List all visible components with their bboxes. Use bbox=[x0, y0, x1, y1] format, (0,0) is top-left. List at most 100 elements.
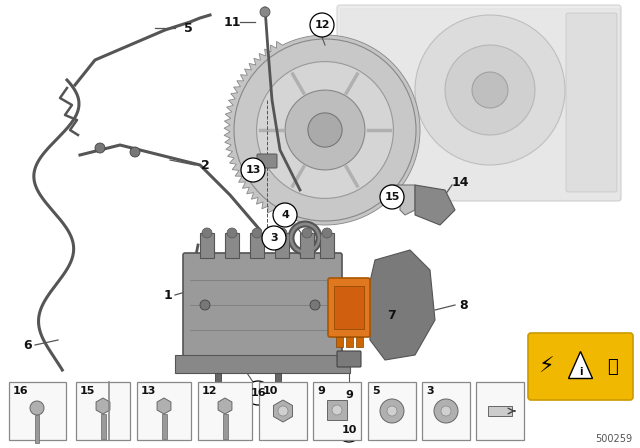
Circle shape bbox=[380, 185, 404, 209]
Circle shape bbox=[285, 90, 365, 170]
Circle shape bbox=[257, 62, 394, 198]
Text: 9: 9 bbox=[345, 390, 353, 400]
Circle shape bbox=[337, 383, 361, 407]
Bar bbox=[275, 373, 281, 403]
Text: 7: 7 bbox=[388, 309, 396, 322]
Text: 11: 11 bbox=[223, 16, 241, 29]
Circle shape bbox=[337, 418, 361, 442]
Text: 10: 10 bbox=[263, 386, 278, 396]
Circle shape bbox=[30, 401, 44, 415]
Bar bbox=[225, 233, 239, 258]
Bar bbox=[346, 337, 353, 347]
Polygon shape bbox=[390, 185, 415, 215]
Text: 13: 13 bbox=[245, 165, 260, 175]
Bar bbox=[76, 382, 130, 440]
Text: 5: 5 bbox=[372, 386, 380, 396]
Circle shape bbox=[200, 300, 210, 310]
Circle shape bbox=[241, 158, 265, 182]
Polygon shape bbox=[157, 398, 171, 414]
Polygon shape bbox=[273, 400, 292, 422]
Circle shape bbox=[252, 228, 262, 238]
Bar bbox=[198, 382, 252, 440]
Circle shape bbox=[277, 228, 287, 238]
Text: 8: 8 bbox=[460, 298, 468, 311]
Circle shape bbox=[441, 406, 451, 416]
Text: 500259: 500259 bbox=[595, 434, 632, 444]
Bar bbox=[250, 233, 264, 258]
Polygon shape bbox=[96, 398, 110, 414]
Polygon shape bbox=[568, 352, 593, 379]
FancyBboxPatch shape bbox=[566, 13, 617, 192]
Bar bbox=[9, 382, 66, 440]
Bar bbox=[275, 233, 289, 258]
Polygon shape bbox=[368, 250, 435, 360]
Text: i: i bbox=[579, 366, 582, 376]
Bar bbox=[200, 233, 214, 258]
Bar bbox=[327, 400, 347, 420]
Text: 15: 15 bbox=[384, 192, 400, 202]
Circle shape bbox=[310, 13, 334, 37]
Polygon shape bbox=[218, 398, 232, 414]
Circle shape bbox=[332, 405, 342, 415]
Text: 16: 16 bbox=[250, 388, 266, 398]
Circle shape bbox=[445, 45, 535, 135]
Circle shape bbox=[260, 7, 270, 17]
Text: 13: 13 bbox=[141, 386, 156, 396]
Text: 6: 6 bbox=[24, 339, 32, 352]
Bar bbox=[223, 414, 227, 439]
Bar bbox=[215, 373, 221, 403]
Text: 3: 3 bbox=[270, 233, 278, 243]
Bar bbox=[161, 414, 166, 439]
Bar bbox=[334, 286, 364, 329]
Text: 12: 12 bbox=[202, 386, 218, 396]
FancyBboxPatch shape bbox=[337, 351, 361, 367]
Circle shape bbox=[273, 203, 297, 227]
FancyBboxPatch shape bbox=[328, 278, 370, 337]
Circle shape bbox=[472, 72, 508, 108]
Circle shape bbox=[387, 406, 397, 416]
FancyBboxPatch shape bbox=[257, 154, 277, 168]
Polygon shape bbox=[415, 185, 455, 225]
Text: 1: 1 bbox=[164, 289, 172, 302]
Bar bbox=[488, 406, 512, 416]
Circle shape bbox=[380, 399, 404, 423]
Bar bbox=[210, 400, 226, 406]
Bar bbox=[368, 382, 416, 440]
Bar bbox=[137, 382, 191, 440]
Circle shape bbox=[434, 399, 458, 423]
Text: 12: 12 bbox=[314, 20, 330, 30]
Text: 10: 10 bbox=[341, 425, 356, 435]
FancyBboxPatch shape bbox=[337, 5, 621, 201]
Text: 2: 2 bbox=[200, 159, 209, 172]
Circle shape bbox=[262, 226, 286, 250]
Circle shape bbox=[246, 381, 270, 405]
Bar bbox=[356, 337, 363, 347]
FancyBboxPatch shape bbox=[183, 253, 342, 357]
Circle shape bbox=[202, 228, 212, 238]
Circle shape bbox=[130, 147, 140, 157]
Bar bbox=[320, 233, 334, 258]
Bar bbox=[313, 382, 361, 440]
Text: 3: 3 bbox=[426, 386, 434, 396]
Text: 16: 16 bbox=[13, 386, 29, 396]
Bar bbox=[100, 414, 106, 439]
Text: 15: 15 bbox=[80, 386, 95, 396]
Bar bbox=[422, 382, 470, 440]
FancyBboxPatch shape bbox=[528, 333, 633, 400]
Text: 4: 4 bbox=[281, 210, 289, 220]
Bar bbox=[336, 337, 343, 347]
Bar bbox=[175, 355, 350, 373]
Circle shape bbox=[308, 113, 342, 147]
Circle shape bbox=[310, 300, 320, 310]
Circle shape bbox=[302, 228, 312, 238]
Text: 5: 5 bbox=[184, 22, 193, 34]
Text: 9: 9 bbox=[317, 386, 325, 396]
Circle shape bbox=[234, 39, 416, 221]
Bar bbox=[259, 382, 307, 440]
Text: 14: 14 bbox=[451, 176, 468, 189]
Bar bbox=[300, 233, 314, 258]
Polygon shape bbox=[224, 35, 420, 225]
Bar bbox=[35, 415, 39, 443]
Text: 🧤: 🧤 bbox=[607, 358, 618, 375]
Circle shape bbox=[278, 406, 288, 416]
